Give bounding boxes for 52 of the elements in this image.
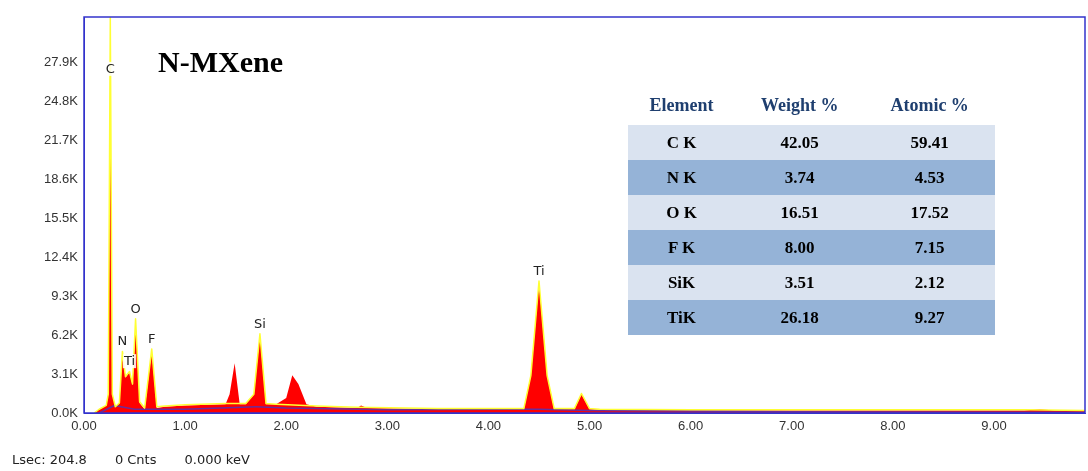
series-label: Weight % bbox=[759, 93, 840, 117]
category-label: F K bbox=[628, 230, 736, 265]
data-label: 9.27 bbox=[864, 300, 995, 335]
y-tick-label: 6.2K bbox=[51, 326, 79, 342]
y-tick-label: 9.3K bbox=[51, 287, 79, 303]
text: Element bbox=[648, 93, 715, 117]
annotation: C bbox=[105, 60, 115, 76]
category-label: C K bbox=[628, 125, 736, 160]
data-label: 7.15 bbox=[864, 230, 995, 265]
series-label: Atomic % bbox=[889, 93, 970, 117]
x-tick-label: 1.00 bbox=[172, 418, 198, 434]
data-label: 42.05 bbox=[735, 125, 865, 160]
y-tick-label: 15.5K bbox=[44, 209, 79, 225]
annotation: Ti bbox=[532, 263, 545, 279]
x-tick-label: 0.00 bbox=[71, 418, 97, 434]
data-label: 4.53 bbox=[864, 160, 995, 195]
y-tick-label: 27.9K bbox=[44, 53, 79, 69]
x-tick-label: 6.00 bbox=[678, 418, 704, 434]
category-label: O K bbox=[628, 195, 736, 230]
category-label: SiK bbox=[628, 265, 736, 300]
annotation: O bbox=[130, 300, 141, 316]
data-label: 59.41 bbox=[864, 125, 995, 160]
x-tick-label: 3.00 bbox=[374, 418, 400, 434]
y-tick-label: 18.6K bbox=[44, 170, 79, 186]
data-label: 17.52 bbox=[864, 195, 995, 230]
x-tick-label: 9.00 bbox=[981, 418, 1007, 434]
data-label: 3.51 bbox=[735, 265, 865, 300]
text: N-MXene bbox=[158, 45, 283, 78]
annotation: Si bbox=[254, 315, 266, 331]
x-tick-label: 7.00 bbox=[779, 418, 805, 434]
data-label: 3.74 bbox=[735, 160, 865, 195]
annotation: F bbox=[148, 331, 156, 347]
y-tick-label: 21.7K bbox=[44, 131, 79, 147]
x-tick-label: 8.00 bbox=[880, 418, 906, 434]
y-tick-label: 0.0K bbox=[51, 404, 79, 420]
data-label: 2.12 bbox=[864, 265, 995, 300]
category-label: TiK bbox=[628, 300, 736, 335]
x-tick-label: 2.00 bbox=[273, 418, 299, 434]
text: 0 Cnts bbox=[114, 452, 157, 467]
annotation: N bbox=[117, 332, 128, 348]
text: Lsec: 204.8 bbox=[12, 452, 87, 467]
category-label: N K bbox=[628, 160, 736, 195]
data-label: 8.00 bbox=[735, 230, 865, 265]
x-tick-label: 4.00 bbox=[475, 418, 502, 434]
x-tick-label: 5.00 bbox=[576, 418, 603, 434]
y-tick-label: 3.1K bbox=[51, 365, 79, 381]
data-label: 26.18 bbox=[735, 300, 865, 335]
data-label: 16.51 bbox=[735, 195, 865, 230]
annotation: Ti bbox=[122, 353, 136, 369]
y-tick-label: 24.8K bbox=[44, 92, 79, 108]
text: 0.000 keV bbox=[184, 452, 250, 467]
y-tick-label: 12.4K bbox=[44, 248, 79, 264]
